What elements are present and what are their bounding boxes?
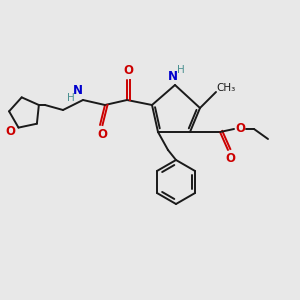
Text: CH₃: CH₃ <box>216 83 236 93</box>
Text: H: H <box>177 65 185 75</box>
Text: O: O <box>5 125 16 138</box>
Text: O: O <box>235 122 245 136</box>
Text: N: N <box>73 85 83 98</box>
Text: H: H <box>67 93 75 103</box>
Text: N: N <box>168 70 178 83</box>
Text: O: O <box>97 128 107 140</box>
Text: O: O <box>123 64 133 77</box>
Text: O: O <box>225 152 235 164</box>
